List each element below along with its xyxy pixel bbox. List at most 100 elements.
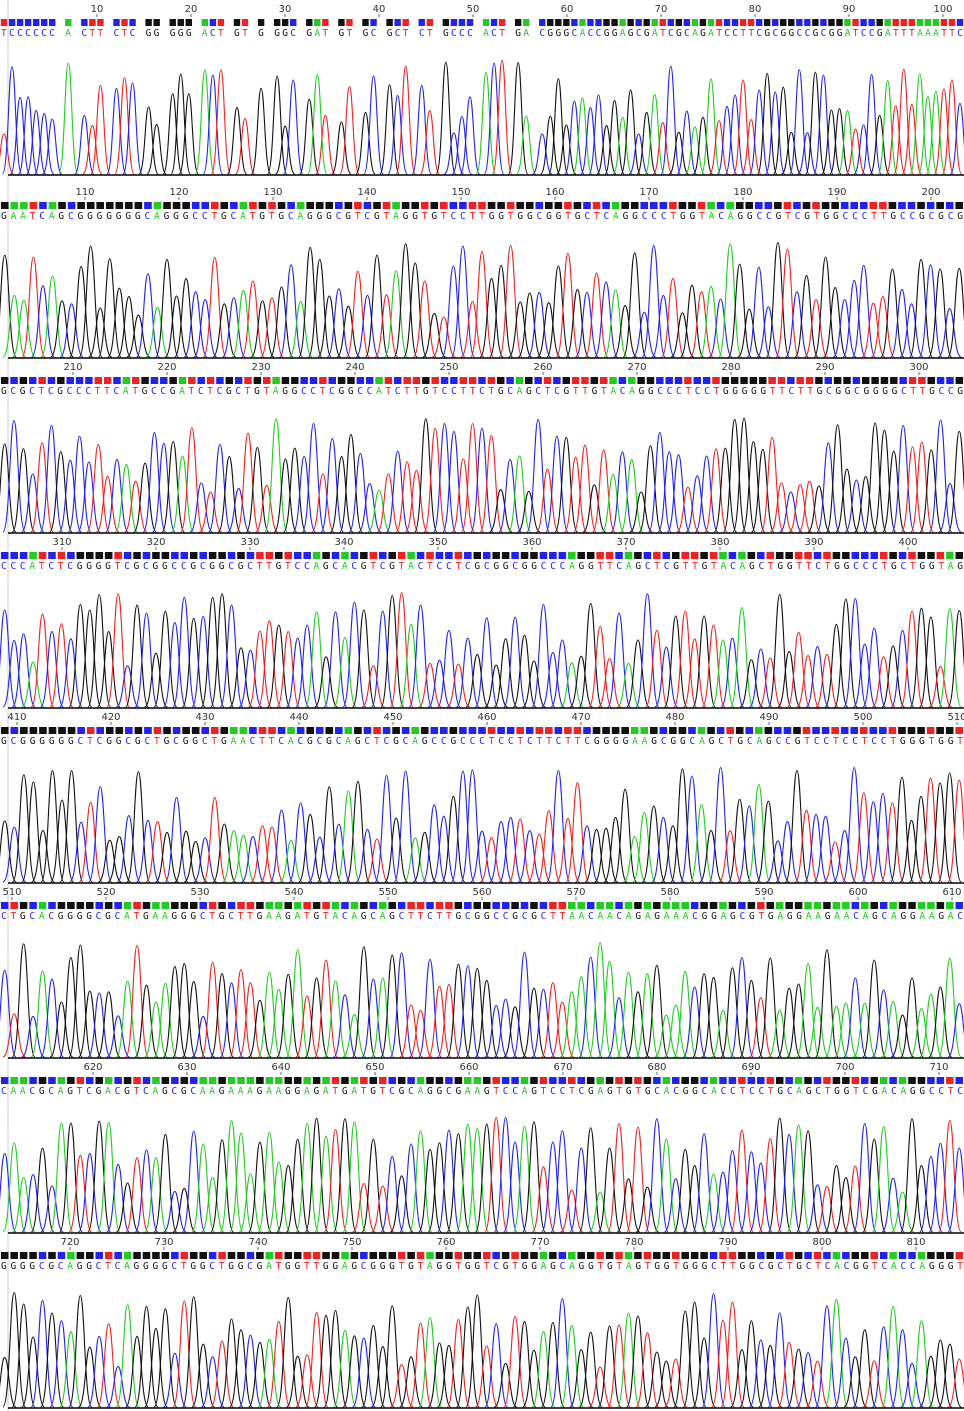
quality-box <box>722 377 729 384</box>
quality-box <box>335 202 343 209</box>
trace-peak <box>728 264 751 357</box>
quality-box <box>748 552 756 559</box>
quality-box <box>745 202 753 209</box>
quality-box <box>249 727 257 734</box>
trace-peak <box>740 1321 763 1407</box>
trace-peak <box>136 274 159 357</box>
base-letter: A <box>673 911 679 922</box>
quality-box <box>132 377 139 384</box>
base-letter: A <box>632 736 638 747</box>
quality-box <box>755 202 763 209</box>
base-letter: A <box>948 911 954 922</box>
position-label: 350 <box>428 537 447 548</box>
quality-box <box>679 727 687 734</box>
base-letter: T <box>441 211 447 222</box>
trace-peak <box>190 483 212 532</box>
quality-box <box>65 19 71 26</box>
base-letter: G <box>87 211 93 222</box>
trace-peak <box>78 1154 101 1232</box>
quality-box <box>450 377 457 384</box>
base-letter: G <box>700 28 706 39</box>
base-letter: C <box>96 1261 102 1272</box>
base-letter: T <box>380 1086 386 1097</box>
base-letter: G <box>257 1261 263 1272</box>
base-letter: A <box>474 1086 480 1097</box>
base-letter: G <box>49 736 55 747</box>
base-letter: G <box>58 736 64 747</box>
position-label: 340 <box>334 537 353 548</box>
trace-peak <box>723 419 745 532</box>
base-letter: T <box>132 386 138 397</box>
base-letter: G <box>938 911 944 922</box>
quality-box <box>927 377 934 384</box>
base-letter: T <box>654 561 660 572</box>
trace-peak <box>343 1122 366 1232</box>
base-letter: C <box>446 1086 452 1097</box>
base-letter: G <box>489 211 495 222</box>
base-letter: G <box>864 386 870 397</box>
quality-box <box>615 1077 623 1084</box>
base-letter: A <box>882 1086 888 1097</box>
base-letter: C <box>795 211 801 222</box>
quality-box <box>796 19 802 26</box>
trace-peak <box>78 462 100 532</box>
quality-box <box>459 19 465 26</box>
quality-box <box>1 202 9 209</box>
trace-peak <box>475 980 498 1057</box>
trace-peak <box>537 303 560 357</box>
position-label: 720 <box>60 1237 79 1248</box>
trace-peak <box>948 780 964 882</box>
position-label: 780 <box>624 1237 643 1248</box>
quality-box <box>823 1077 831 1084</box>
quality-box <box>526 727 534 734</box>
quality-box <box>58 1252 66 1259</box>
base-letter: C <box>115 911 121 922</box>
trace-peak <box>542 653 565 707</box>
base-letter: T <box>242 28 248 39</box>
base-letter: A <box>815 911 821 922</box>
position-label: 420 <box>101 712 120 723</box>
base-letter: T <box>484 1261 490 1272</box>
quality-box <box>263 377 270 384</box>
base-letter: A <box>342 561 348 572</box>
base-letter: C <box>384 736 390 747</box>
quality-box <box>759 377 766 384</box>
base-letter: C <box>815 1086 821 1097</box>
quality-box <box>731 377 738 384</box>
quality-box <box>738 552 746 559</box>
trace-peak <box>629 134 648 174</box>
trace-peak <box>776 249 799 357</box>
quality-box <box>710 552 718 559</box>
base-letter: G <box>635 1261 641 1272</box>
base-letter: C <box>115 1261 121 1272</box>
base-letter: C <box>766 211 772 222</box>
quality-box <box>766 1077 774 1084</box>
trace-peak <box>667 455 689 532</box>
position-label: 360 <box>522 537 541 548</box>
trace-peak <box>164 967 187 1057</box>
quality-box <box>793 727 801 734</box>
quality-box <box>899 377 906 384</box>
trace-peak <box>79 802 102 882</box>
quality-box <box>332 552 340 559</box>
trace-peak <box>843 768 866 882</box>
base-letter: C <box>882 911 888 922</box>
base-letter: T <box>408 911 414 922</box>
base-letter: G <box>639 386 645 397</box>
quality-box <box>86 902 94 909</box>
base-letter <box>250 28 256 39</box>
base-letter: T <box>404 386 410 397</box>
quality-box <box>568 1252 576 1259</box>
base-letter: C <box>395 28 401 39</box>
quality-box <box>426 902 434 909</box>
base-letter: T <box>833 736 839 747</box>
quality-box <box>833 1077 841 1084</box>
trace-peak <box>881 803 904 882</box>
base-letter: A <box>412 736 418 747</box>
trace-peak <box>683 639 706 707</box>
quality-box <box>672 1077 680 1084</box>
trace-peak <box>852 265 875 357</box>
base-letter: G <box>443 28 449 39</box>
trace-peak <box>50 1123 73 1232</box>
trace-peak <box>443 431 465 532</box>
